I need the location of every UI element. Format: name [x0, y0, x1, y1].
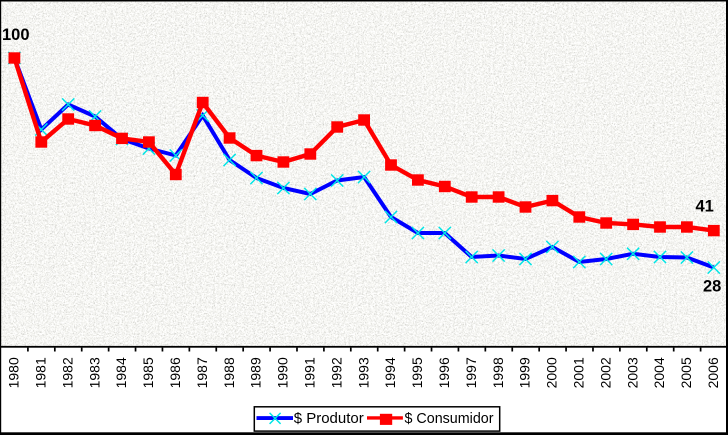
- svg-text:1993: 1993: [355, 357, 371, 388]
- svg-text:100: 100: [2, 26, 30, 44]
- svg-text:1996: 1996: [436, 357, 452, 388]
- svg-text:41: 41: [696, 197, 714, 215]
- svg-text:$ Produtor: $ Produtor: [294, 410, 364, 427]
- svg-text:1984: 1984: [113, 357, 129, 388]
- svg-text:1999: 1999: [517, 357, 533, 388]
- svg-text:1982: 1982: [59, 357, 75, 388]
- svg-text:1994: 1994: [382, 357, 398, 388]
- svg-text:$ Consumidor: $ Consumidor: [405, 411, 494, 427]
- svg-text:1983: 1983: [86, 357, 102, 388]
- svg-text:1988: 1988: [221, 357, 237, 388]
- svg-text:2002: 2002: [597, 357, 613, 388]
- svg-text:1989: 1989: [248, 357, 264, 388]
- svg-text:2003: 2003: [624, 357, 640, 388]
- svg-text:1980: 1980: [6, 357, 22, 388]
- svg-text:2004: 2004: [651, 357, 667, 388]
- svg-text:1995: 1995: [409, 357, 425, 388]
- svg-text:28: 28: [703, 277, 721, 295]
- svg-text:1987: 1987: [194, 357, 210, 388]
- svg-text:1986: 1986: [167, 357, 183, 388]
- svg-text:1991: 1991: [302, 357, 318, 388]
- svg-text:1985: 1985: [140, 357, 156, 388]
- svg-text:2006: 2006: [705, 357, 721, 388]
- svg-text:1981: 1981: [33, 357, 49, 388]
- svg-text:2005: 2005: [678, 357, 694, 388]
- svg-text:1998: 1998: [490, 357, 506, 388]
- svg-text:1990: 1990: [275, 357, 291, 388]
- svg-text:1997: 1997: [463, 357, 479, 388]
- svg-text:2000: 2000: [544, 357, 560, 388]
- svg-text:2001: 2001: [571, 357, 587, 388]
- svg-text:1992: 1992: [328, 357, 344, 388]
